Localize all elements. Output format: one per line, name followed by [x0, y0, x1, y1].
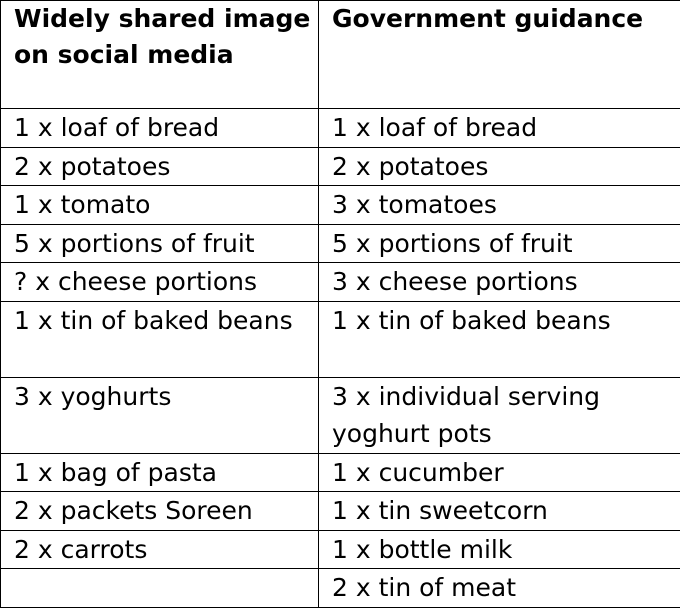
social-media-cell: 5 x portions of fruit	[1, 224, 319, 263]
government-guidance-cell: 1 x cucumber	[319, 453, 680, 492]
table-row: 2 x tin of meat	[1, 569, 680, 608]
table-row: 1 x tin of baked beans 1 x tin of baked …	[1, 301, 680, 377]
table-row: 2 x packets Soreen 1 x tin sweetcorn	[1, 492, 680, 531]
header-government-guidance: Government guidance	[319, 1, 680, 109]
social-media-cell: 1 x loaf of bread	[1, 109, 319, 148]
social-media-cell: 2 x carrots	[1, 530, 319, 569]
government-guidance-cell: 3 x individual serving yoghurt pots	[319, 377, 680, 453]
social-media-cell: 1 x tin of baked beans	[1, 301, 319, 377]
table-row: 1 x bag of pasta 1 x cucumber	[1, 453, 680, 492]
government-guidance-cell: 2 x potatoes	[319, 147, 680, 186]
social-media-cell: 2 x potatoes	[1, 147, 319, 186]
government-guidance-cell: 1 x tin of baked beans	[319, 301, 680, 377]
social-media-cell: 1 x bag of pasta	[1, 453, 319, 492]
table-row: 2 x potatoes 2 x potatoes	[1, 147, 680, 186]
government-guidance-cell: 3 x cheese portions	[319, 263, 680, 302]
government-guidance-cell: 1 x bottle milk	[319, 530, 680, 569]
social-media-cell: 3 x yoghurts	[1, 377, 319, 453]
table-row: ? x cheese portions 3 x cheese portions	[1, 263, 680, 302]
table-row: 3 x yoghurts 3 x individual serving yogh…	[1, 377, 680, 453]
header-social-media: Widely shared image on social media	[1, 1, 319, 109]
social-media-cell: 1 x tomato	[1, 186, 319, 225]
government-guidance-cell: 1 x loaf of bread	[319, 109, 680, 148]
table-row: 2 x carrots 1 x bottle milk	[1, 530, 680, 569]
header-row: Widely shared image on social media Gove…	[1, 1, 680, 109]
social-media-cell: ? x cheese portions	[1, 263, 319, 302]
table-row: 5 x portions of fruit 5 x portions of fr…	[1, 224, 680, 263]
government-guidance-cell: 5 x portions of fruit	[319, 224, 680, 263]
government-guidance-cell: 3 x tomatoes	[319, 186, 680, 225]
table-row: 1 x loaf of bread 1 x loaf of bread	[1, 109, 680, 148]
government-guidance-cell: 2 x tin of meat	[319, 569, 680, 608]
table-row: 1 x tomato 3 x tomatoes	[1, 186, 680, 225]
social-media-cell: 2 x packets Soreen	[1, 492, 319, 531]
government-guidance-cell: 1 x tin sweetcorn	[319, 492, 680, 531]
social-media-cell	[1, 569, 319, 608]
